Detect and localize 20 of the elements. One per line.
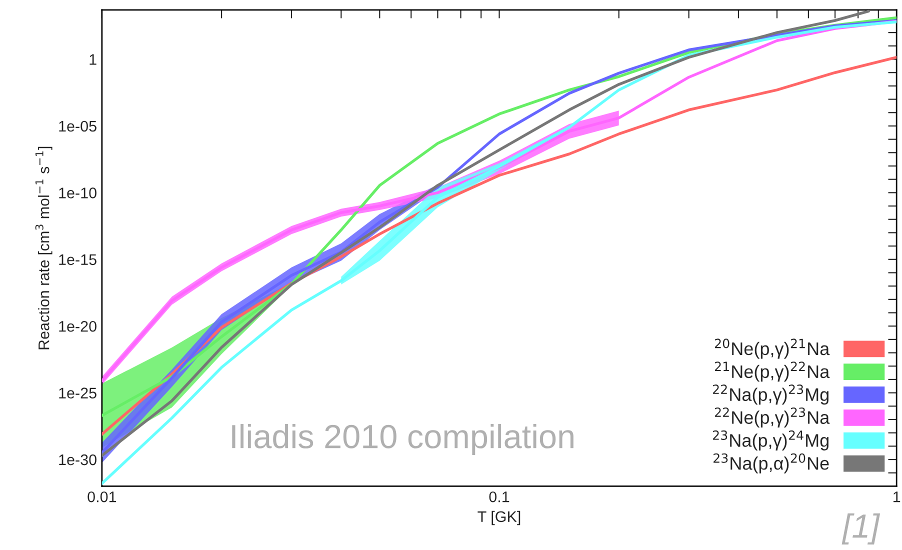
- x-tick-label: 1: [894, 492, 900, 502]
- annotation: Iliadis 2010 compilation: [232, 424, 574, 456]
- legend-label: $^{23}$Na(p,γ)$^{24}$Mg: [712, 430, 828, 450]
- y-tick-label: 1e-20: [59, 320, 96, 332]
- y-axis-title: Reaction rate [cm$^{3}$ mol$^{−1}$ s$^{−1}$]: [35, 146, 52, 350]
- y-tick-label: 1e-30: [59, 454, 96, 466]
- legend-label: $^{21}$Ne(p,γ)$^{22}$Na: [714, 362, 830, 382]
- x-tick-label: 0.1: [489, 491, 510, 502]
- legend-label: $^{22}$Ne(p,γ)$^{23}$Na: [714, 407, 830, 428]
- y-tick-label: 1e-15: [59, 254, 96, 266]
- text: [1]: [842, 513, 880, 544]
- x-axis-title: T [GK]: [478, 510, 520, 526]
- legend-label: $^{22}$Na(p,γ)$^{23}$Mg: [712, 384, 828, 405]
- legend-label: $^{23}$Na(p,α)$^{20}$Ne: [714, 453, 829, 474]
- legend-label: $^{20}$Ne(p,γ)$^{21}$Na: [714, 338, 830, 359]
- y-tick-label: 1e-10: [59, 188, 96, 198]
- x-tick-label: 0.01: [88, 491, 116, 502]
- y-tick-label: 1e-25: [59, 388, 96, 398]
- y-tick-label: 1: [90, 54, 96, 65]
- y-tick-label: 1e-05: [59, 120, 96, 132]
